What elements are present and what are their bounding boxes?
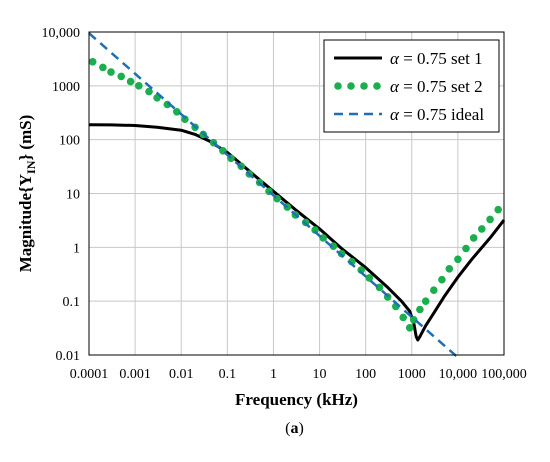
series-set-2-point — [454, 255, 462, 264]
y-axis-title-subscript: IN — [24, 160, 38, 174]
series-set-2-point — [416, 305, 424, 314]
legend: α = 0.75 set 1α = 0.75 set 2α = 0.75 ide… — [323, 39, 500, 133]
x-tick-label: 0.01 — [169, 367, 194, 382]
y-tick-label: 0.01 — [56, 349, 81, 364]
series-set-2-point — [88, 58, 97, 66]
x-tick-label: 0.0001 — [70, 367, 109, 382]
x-tick-label: 100 — [355, 367, 376, 382]
series-set-2-point — [99, 63, 107, 72]
x-tick-labels: 0.0001 0.001 0.01 0.1 1 10 100 1000 10,000 100,00… — [70, 367, 527, 382]
y-tick-labels: 10,000 1000 100 10 1 0.1 0.01 — [42, 26, 81, 364]
subfigure-label-open: ( — [285, 420, 290, 437]
series-set-2-point — [494, 205, 503, 214]
y-axis-title: Magnitude{YIN} (mS) — [16, 115, 38, 273]
plot-area — [88, 32, 506, 359]
legend-marker-dot — [360, 82, 368, 90]
legend-label-symbol: α — [390, 77, 400, 96]
x-tick-label: 0.1 — [219, 367, 237, 382]
subfigure-label: (a) — [285, 420, 304, 437]
plot-frame — [88, 31, 505, 356]
legend-label-text: = 0.75 set 1 — [399, 49, 483, 68]
legend-label-text: = 0.75 ideal — [399, 105, 484, 124]
x-tick-label: 1 — [270, 367, 277, 382]
legend-label-symbol: α — [390, 49, 400, 68]
series-set-2-point — [438, 275, 446, 284]
series-set-2-point — [445, 265, 454, 273]
series-ideal-line — [88, 32, 459, 359]
series-set-2-point — [430, 286, 438, 295]
series-set-2-point — [405, 324, 414, 332]
x-tick-label: 10 — [313, 367, 327, 382]
y-tick-label: 10,000 — [42, 26, 81, 41]
legend-label-symbol: α — [390, 105, 400, 124]
x-tick-label: 10,000 — [439, 367, 478, 382]
y-axis-title-prefix: Magnitude{Y — [16, 174, 35, 272]
y-tick-label: 1000 — [52, 80, 80, 95]
x-tick-label: 0.001 — [119, 367, 151, 382]
series-set-2-point — [311, 226, 319, 234]
y-tick-label: 100 — [59, 134, 80, 149]
legend-label-text: = 0.75 set 2 — [399, 77, 483, 96]
series-set-2-point — [135, 82, 143, 90]
y-tick-label: 0.1 — [63, 295, 81, 310]
series-set-2-point — [107, 68, 115, 76]
legend-label: α = 0.75 set 1 — [390, 49, 483, 68]
legend-marker-dot — [373, 82, 381, 90]
subfigure-label-letter: a — [291, 420, 299, 437]
y-axis-title-suffix: } (mS) — [16, 115, 35, 161]
series-set-2-point — [486, 215, 494, 224]
x-tick-label: 1000 — [398, 367, 426, 382]
series-set-2-point — [365, 274, 374, 282]
series-set-2-point — [329, 242, 338, 250]
y-tick-label: 10 — [66, 188, 80, 203]
y-tick-label: 1 — [73, 241, 80, 256]
subfigure-label-close: ) — [299, 420, 304, 437]
series-set-2-point — [421, 297, 430, 306]
series-set-2-point — [462, 244, 470, 253]
x-tick-label: 100,000 — [481, 367, 527, 382]
series-set-2-point — [126, 77, 135, 86]
legend-marker-dot — [347, 82, 355, 90]
series-set-2-point — [469, 234, 478, 242]
series-set-2-point — [173, 108, 181, 116]
series-set-2-point — [117, 72, 125, 81]
x-axis-title: Frequency (kHz) — [235, 390, 358, 409]
series-set-2-point — [478, 225, 486, 233]
legend-label: α = 0.75 ideal — [390, 105, 484, 124]
series-set-2-point — [145, 87, 153, 96]
legend-marker-dot — [334, 82, 342, 90]
legend-label: α = 0.75 set 2 — [390, 77, 483, 96]
series-set-1-line — [88, 123, 506, 342]
series-set-2-point — [399, 313, 408, 322]
